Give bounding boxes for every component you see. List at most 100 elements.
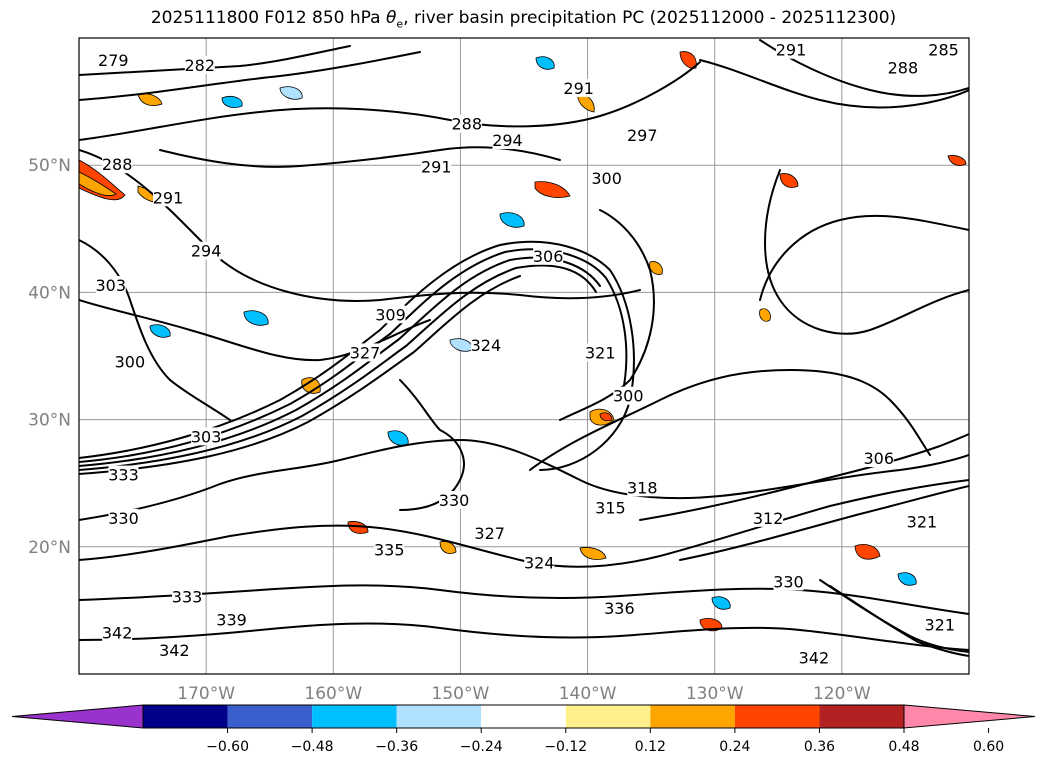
contour-label: 333 [108,466,139,485]
contour-label: 333 [172,588,203,607]
lat-tick-label: 40°N [28,283,71,303]
contour-line [829,585,969,657]
colorbar-segment [396,705,482,728]
colorbar-tick-label: −0.60 [206,739,249,755]
contour-label: 303 [191,427,222,446]
contour-label-background [585,343,616,362]
contour-line [79,439,969,521]
shade-patch-orange-2 [534,181,571,198]
precipitation-shading [79,51,967,632]
contour-label: 300 [115,352,146,371]
contour-label-background [102,623,133,642]
shade-patch-orange-4 [679,51,697,69]
contour-label: 291 [153,188,184,207]
lon-tick-label: 120°W [813,684,871,704]
contour-line [79,248,628,463]
map-frame [78,37,970,675]
shade-patch-orange-7 [579,547,607,560]
contour-line [764,169,969,335]
contour-label-background [474,524,505,543]
contour-label-background [470,335,501,354]
contour-label-background [533,246,564,265]
contour-line [679,485,969,561]
contour-label-background [776,40,806,59]
colorbar-segment [819,705,904,728]
contour-label: 330 [439,491,470,510]
shade-patch-orange-8 [854,544,881,560]
contour-label: 315 [595,499,626,518]
shade-patch-blue-7 [149,324,171,338]
contour-line [529,369,931,471]
shade-patch-blue-2 [243,310,269,326]
contour-label-background [524,553,555,572]
contour-label: 294 [191,242,222,261]
contour-label: 306 [863,449,894,468]
contour-label: 297 [627,126,658,145]
contour-label-background [114,352,145,371]
colorbar-frame [142,704,905,729]
title-theta-symbol: θ [386,8,397,28]
map-background [79,38,969,674]
contour-label-background [191,427,222,446]
theta-e-contours [79,39,969,657]
contour-line [399,379,465,511]
colorbar-tick-label: 0.36 [804,739,835,755]
contour-label-background [421,157,452,176]
colorbar-tick-label: 0.24 [719,739,750,755]
contour-line [79,61,701,141]
colorbar-segment [312,705,397,728]
contour-label-background [153,188,183,207]
colorbar-tick-label: 0.12 [635,739,666,755]
lon-tick-label: 150°W [432,684,490,704]
contour-label-background [595,498,626,517]
contour-label: 330 [108,509,139,528]
contour-label-background [451,114,482,133]
contour-label: 336 [604,599,635,618]
contour-label-background [350,343,381,362]
contour-label-background [627,125,658,144]
title-suffix: , river basin precipitation PC (20251120… [403,8,897,28]
lat-tick-label: 30°N [28,411,71,431]
contour-label-background [863,449,894,468]
shade-patch-orange-west [79,171,117,197]
shade-patch-blue-6 [535,56,555,70]
colorbar-extend-high [903,704,1036,729]
contour-label-background [102,155,133,174]
shade-patch-blue-1 [221,96,243,108]
contour-line [79,275,521,475]
contour-label-background [374,540,405,559]
contour-label-background [375,305,406,324]
colorbar-tick-label: −0.36 [375,739,418,755]
colorbar-segment [565,705,651,728]
contour-label: 339 [216,611,247,630]
contour-labels: 279 282 288 291 294 303 300 303 333 330 342 339 342 3… [95,40,959,668]
colorbar-tick-label: −0.12 [544,739,587,755]
colorbar: −0.60 −0.48 −0.36 −0.24 −0.12 0.12 0.24 0.36 0.4… [11,704,1036,755]
contour-label-background [492,131,523,150]
shade-patch-lightblue-1 [279,86,303,100]
contour-label-background [108,465,139,484]
contour-label: 291 [563,79,594,98]
contour-label-background [906,512,937,531]
shade-patch-orange-6 [599,412,613,422]
contour-label-background [563,78,594,97]
contour-label: 300 [613,387,644,406]
contour-line [79,149,641,302]
colorbar-segment [734,705,820,728]
shade-patch-orange-16 [779,173,799,188]
contour-line [639,433,969,521]
contour-label-background [95,276,126,295]
contour-label: 342 [799,649,830,668]
contour-line [79,479,969,568]
contour-label-background [191,241,222,260]
contour-line [79,45,351,76]
contour-label: 324 [471,336,502,355]
contour-label: 318 [627,478,658,497]
lat-tick-label: 50°N [28,156,71,176]
lon-tick-label: 160°W [304,684,362,704]
contour-label: 303 [96,276,127,295]
contour-label-background [924,615,955,634]
contour-line [79,239,231,421]
colorbar-segment [227,705,313,728]
